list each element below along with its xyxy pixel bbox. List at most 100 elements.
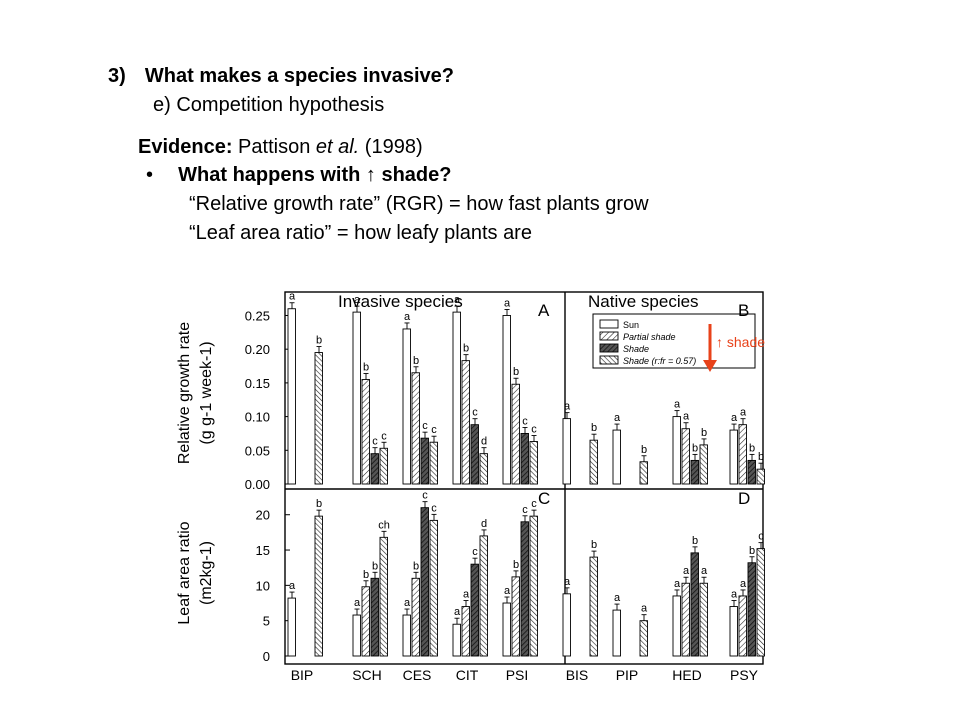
significance-letter: b	[513, 559, 519, 571]
y-axis-units-rgr: (g g-1 week-1)	[198, 341, 215, 444]
evidence-year: (1998)	[364, 136, 423, 158]
significance-letter: c	[531, 498, 537, 510]
panel-label-a: A	[538, 301, 550, 320]
bar-sch-sun	[352, 311, 361, 485]
bar-psi-sun	[502, 315, 511, 485]
significance-letter: a	[683, 411, 690, 423]
category-label-psi: PSI	[506, 667, 529, 683]
category-label-pip: PIP	[616, 667, 639, 683]
significance-letter: a	[454, 294, 461, 306]
bar-cit-shade	[470, 563, 479, 657]
significance-letter: b	[513, 366, 519, 378]
significance-letter: c	[381, 430, 387, 442]
significance-letter: a	[614, 412, 621, 424]
significance-letter: a	[289, 580, 296, 592]
category-label-hed: HED	[672, 667, 702, 683]
y-tick-label: 0.15	[245, 376, 270, 391]
bar-bip-sun	[287, 597, 296, 657]
significance-letter: a	[564, 401, 571, 413]
significance-letter: c	[522, 415, 528, 427]
significance-letter: a	[463, 589, 470, 601]
bar-sch-shade	[370, 453, 379, 485]
significance-letter: d	[481, 436, 487, 448]
bar-psy-shade	[747, 459, 756, 485]
y-axis-units-lar: (m2kg-1)	[198, 541, 215, 605]
significance-letter: a	[504, 297, 511, 309]
y-axis-label-rgr: Relative growth rate	[176, 322, 193, 464]
shade-annotation: ↑ shade	[700, 320, 790, 380]
significance-letter: a	[641, 603, 648, 615]
bar-cit-shade-rfr	[479, 535, 488, 657]
bullet-line: • What happens with ↑ shade?	[146, 163, 452, 187]
bar-pip-sun	[612, 429, 621, 485]
bar-sch-shade	[370, 577, 379, 657]
significance-letter: b	[692, 442, 698, 454]
legend-label-shade-rfr: Shade (r:fr = 0.57)	[623, 356, 696, 366]
bar-hed-shade-rfr	[699, 444, 708, 485]
bar-psy-partial-shade	[738, 424, 747, 485]
y-tick-label: 15	[256, 543, 270, 558]
significance-letter: b	[591, 422, 597, 434]
significance-letter: a	[404, 597, 411, 609]
significance-letter: a	[731, 412, 738, 424]
bar-psy-partial-shade	[738, 595, 747, 657]
bar-bis-shade-rfr	[589, 439, 598, 485]
bar-bis-sun	[562, 593, 571, 657]
bar-psy-shade	[747, 562, 756, 657]
group-title-invasive: Invasive species	[338, 292, 463, 311]
bar-cit-sun	[452, 623, 461, 657]
significance-letter: b	[591, 539, 597, 551]
bullet-marker: •	[146, 164, 154, 186]
bar-ces-shade	[420, 507, 429, 657]
panel-label-b: B	[738, 301, 749, 320]
bar-sch-shade-rfr	[379, 536, 388, 657]
significance-letter: a	[614, 592, 621, 604]
legend-swatch-sun	[599, 319, 619, 329]
bar-psi-shade	[520, 432, 529, 485]
bar-psi-sun	[502, 602, 511, 657]
y-tick-label: 10	[256, 578, 270, 593]
bar-psy-sun	[729, 606, 738, 657]
significance-letter: b	[316, 335, 322, 347]
bar-psy-shade-rfr	[756, 468, 765, 485]
bar-bis-sun	[562, 418, 571, 485]
legend-box	[592, 313, 756, 369]
significance-letter: c	[472, 546, 478, 558]
significance-letter: b	[701, 427, 707, 439]
category-label-bis: BIS	[566, 667, 589, 683]
bar-ces-sun	[402, 614, 411, 657]
bar-cit-partial-shade	[461, 360, 470, 485]
significance-letter: a	[740, 407, 747, 419]
figure-chart: Invasive species Native species BIP SCH CES C…	[176, 291, 765, 683]
heading: 3) What makes a species invasive?	[108, 64, 454, 88]
heading-text: What makes a species invasive?	[144, 65, 454, 87]
bar-pip-sun	[612, 609, 621, 657]
legend-label-shade: Shade	[623, 344, 649, 354]
y-tick-label: 0.20	[245, 342, 270, 357]
panel-label-c: C	[538, 489, 550, 508]
bar-hed-partial-shade	[681, 582, 690, 657]
significance-letter: c	[431, 502, 437, 514]
category-label-psy: PSY	[730, 667, 759, 683]
legend-swatch-shade	[599, 343, 619, 353]
bar-hed-shade	[690, 459, 699, 485]
bar-pip-shade-rfr	[639, 620, 648, 657]
significance-letter: b	[413, 355, 419, 367]
legend-swatch-partial-shade	[599, 331, 619, 341]
subheading: e) Competition hypothesis	[153, 94, 385, 116]
bar-sch-shade-rfr	[379, 447, 388, 485]
significance-letter: a	[564, 576, 571, 588]
significance-letter: b	[372, 560, 378, 572]
bar-hed-shade	[690, 552, 699, 657]
lar-definition: “Leaf area ratio” = how leafy plants are	[189, 222, 532, 244]
significance-letter: b	[316, 498, 322, 510]
evidence-label: Evidence:	[138, 136, 233, 158]
significance-letter: a	[683, 565, 690, 577]
y-tick-label: 20	[256, 508, 270, 523]
significance-letter: a	[289, 291, 296, 303]
significance-letter: a	[504, 585, 511, 597]
significance-letter: a	[404, 311, 411, 323]
bar-hed-sun	[672, 416, 681, 485]
significance-letter: c	[522, 504, 528, 516]
legend-swatch-shade-rfr	[599, 355, 619, 365]
